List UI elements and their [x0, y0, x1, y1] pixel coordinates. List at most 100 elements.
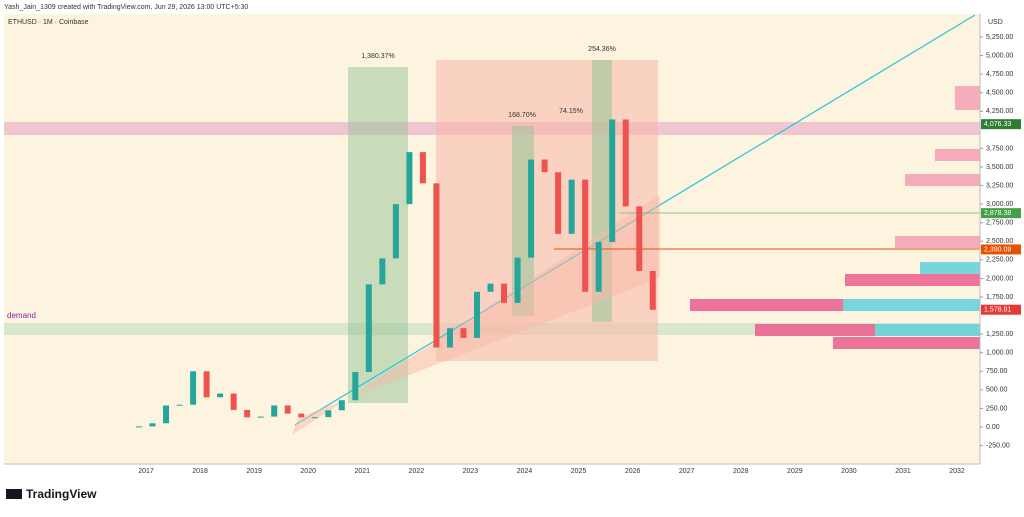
candle [568, 179, 575, 234]
profile-bar [845, 274, 980, 286]
price-label: 2,750.00 [986, 220, 1013, 227]
candle [541, 159, 548, 173]
candle [528, 159, 535, 258]
candle [649, 270, 656, 310]
drawings [4, 14, 980, 435]
candle [203, 371, 210, 398]
candle [244, 409, 251, 418]
candle [149, 423, 156, 427]
gain-label: 1,380.37% [361, 53, 394, 60]
candle [433, 183, 440, 348]
candle [460, 328, 467, 338]
year-label: 2030 [841, 468, 857, 475]
price-label: 1,750.00 [986, 294, 1013, 301]
range-box [348, 67, 408, 403]
price-label: 5,250.00 [986, 34, 1013, 41]
year-label: 2027 [679, 468, 695, 475]
candle [311, 417, 318, 419]
year-label: 2022 [409, 468, 425, 475]
price-tag [981, 244, 1021, 255]
candle [365, 284, 372, 373]
profile-bar [920, 262, 980, 274]
profile-bar [875, 324, 980, 336]
candle [501, 283, 508, 303]
year-label: 2021 [354, 468, 370, 475]
price-label: 3,750.00 [986, 145, 1013, 152]
year-label: 2024 [517, 468, 533, 475]
candle [176, 404, 183, 406]
profile-bar [955, 86, 980, 110]
price-label: -250.00 [986, 442, 1010, 449]
year-label: 2019 [246, 468, 262, 475]
candle [298, 413, 305, 418]
year-label: 2032 [949, 468, 965, 475]
candle [352, 372, 359, 401]
candle [392, 204, 399, 259]
candle [419, 152, 426, 184]
candle [555, 172, 562, 234]
year-label: 2029 [787, 468, 803, 475]
profile-bar [833, 337, 980, 349]
price-tag-label: 1,578.81 [984, 307, 1011, 314]
candle [474, 291, 480, 338]
year-label: 2017 [138, 468, 154, 475]
year-label: 2023 [463, 468, 479, 475]
symbol: ETHUSD · 1M · Coinbase [8, 19, 89, 26]
gain-label: 254.36% [588, 46, 616, 53]
candle [271, 405, 278, 417]
price-tag [981, 208, 1021, 219]
price-label: 2,000.00 [986, 275, 1013, 282]
credit: Yash_Jain_1309 created with TradingView.… [4, 4, 248, 11]
candle [190, 371, 197, 405]
candle [609, 119, 616, 243]
profile-bar [905, 174, 980, 186]
brand: TradingView [26, 487, 97, 501]
candle [582, 179, 589, 292]
candle [446, 328, 453, 348]
candle [257, 416, 264, 418]
candle [595, 242, 602, 292]
price-label: 250.00 [986, 405, 1008, 412]
candle [338, 400, 345, 411]
price-tag [981, 119, 1021, 130]
price-label: 3,000.00 [986, 201, 1013, 208]
profile-bar [935, 149, 980, 161]
price-label: 500.00 [986, 387, 1008, 394]
price-label: 4,750.00 [986, 71, 1013, 78]
candle [487, 283, 494, 292]
gain-label: 168.70% [508, 112, 536, 119]
price-label: 3,500.00 [986, 164, 1013, 171]
price-tag [981, 304, 1021, 315]
candle [230, 393, 237, 410]
price-label: 4,500.00 [986, 90, 1013, 97]
year-label: 2020 [300, 468, 316, 475]
year-label: 2026 [625, 468, 641, 475]
candle [163, 405, 170, 424]
candle [217, 393, 224, 398]
gain-label: 74.15% [559, 108, 583, 115]
profile-bar [895, 236, 980, 248]
price-label: 5,000.00 [986, 52, 1013, 59]
price-label: 4,250.00 [986, 108, 1013, 115]
candle [406, 152, 413, 205]
price-label: 2,500.00 [986, 238, 1013, 245]
candle [379, 258, 386, 285]
price-tag-label: 2,878.38 [984, 210, 1011, 217]
year-label: 2025 [571, 468, 587, 475]
price-label: 1,000.00 [986, 350, 1013, 357]
price-label: 3,250.00 [986, 182, 1013, 189]
price-tag-label: 2,390.09 [984, 246, 1011, 253]
candle [136, 426, 142, 428]
year-label: 2018 [192, 468, 208, 475]
volume-profile [690, 86, 980, 349]
price-tag-label: 4,076.33 [984, 121, 1011, 128]
candle [622, 119, 629, 207]
currency: USD [988, 19, 1003, 26]
price-label: 1,250.00 [986, 331, 1013, 338]
profile-bar [843, 299, 980, 311]
candle [325, 410, 332, 418]
candle [514, 257, 521, 303]
candle [636, 206, 643, 271]
